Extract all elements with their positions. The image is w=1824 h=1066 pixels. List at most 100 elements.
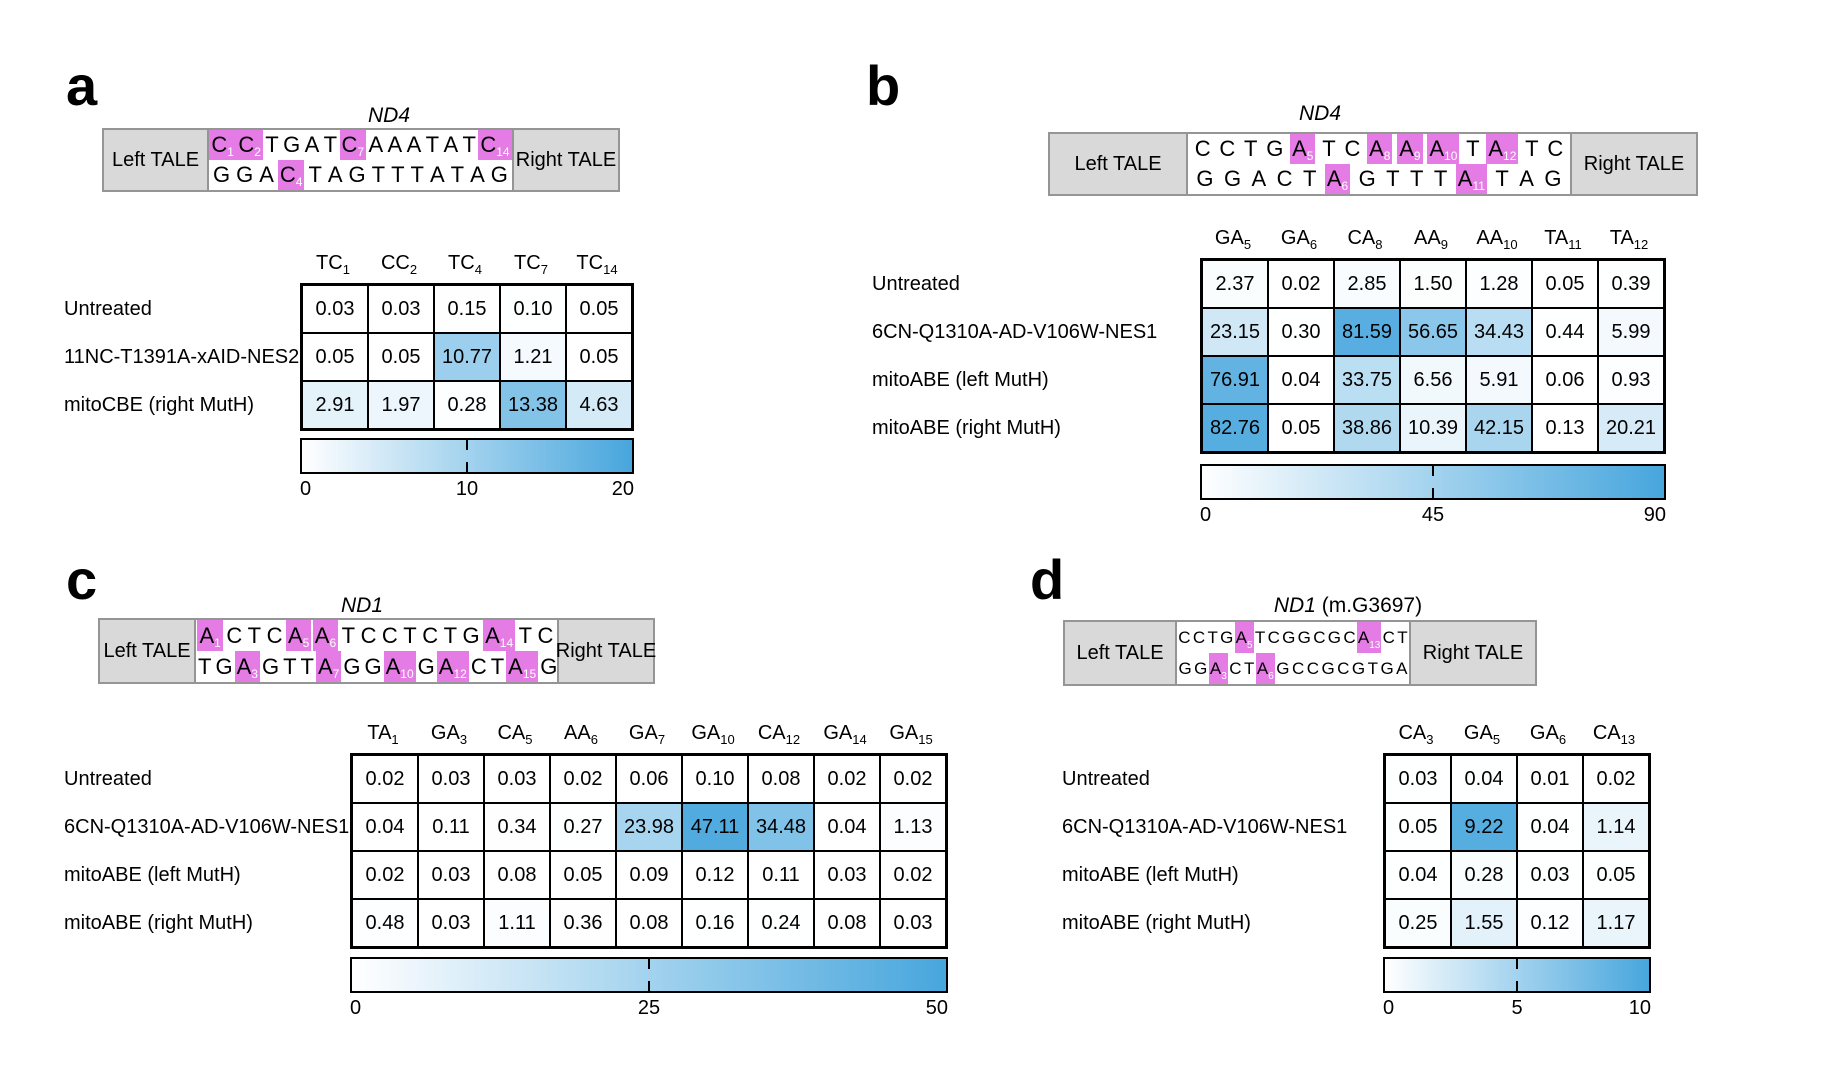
nucleotide-cell: A — [366, 130, 385, 160]
column-header-subscript: 12 — [1633, 237, 1649, 252]
heatmap-cell: 82.76 — [1202, 404, 1268, 452]
heatmap-cell: 0.05 — [302, 333, 368, 381]
nucleotide-cell: G — [538, 651, 559, 682]
row-labels: Untreated 6CN-Q1310A-AD-V106W-NES1 mitoABE… — [64, 755, 349, 947]
nucleotide-base: A — [1326, 166, 1342, 191]
heatmap-cell: 0.02 — [880, 755, 946, 803]
nucleotide-base: T — [391, 162, 405, 187]
nucleotide-cell: T — [1464, 134, 1481, 164]
colorbar-labels: 0 45 90 — [1200, 504, 1666, 527]
right-tale-box: Right TALE — [1409, 622, 1535, 684]
dna-strands: C C T G A 5 T C A 8 A 9 A 10 T A 12 T C G G A C T A 6 G T T T A 11 T A G — [1188, 134, 1570, 194]
nucleotide-base: C — [1178, 628, 1191, 647]
nucleotide-base: C — [480, 132, 497, 157]
heatmap-cell: 0.05 — [550, 851, 616, 899]
nucleotide-cell: C — [1306, 653, 1320, 684]
nucleotide-base: G — [364, 653, 382, 679]
left-tale-box: Left TALE — [104, 130, 209, 190]
nucleotide-cell: C — [1342, 134, 1362, 164]
nucleotide-subscript: 11 — [1472, 179, 1485, 193]
dna-strands: C 1 C 2 T G A T C 7 A A A T A T C 14 G G A C 4 T A G T T T A T A G — [209, 130, 512, 190]
nucleotide-base: C — [1229, 659, 1242, 678]
heatmap-cell: 4.63 — [566, 381, 632, 429]
nucleotide-cell: T — [196, 651, 213, 682]
nucleotide-cell: C — [1193, 134, 1213, 164]
nucleotide-cell: G — [1327, 622, 1342, 653]
heatmap-cell: 23.15 — [1202, 308, 1268, 356]
colorbar-label-mid: 5 — [1511, 997, 1523, 1019]
nucleotide-base: A — [1369, 136, 1384, 161]
nucleotide-cell-highlighted: A 10 — [383, 651, 416, 682]
column-header-subscript: 14 — [852, 732, 867, 747]
nucleotide-subscript: 3 — [1221, 671, 1227, 682]
heatmap-cell: 0.04 — [1451, 755, 1517, 803]
nucleotide-cell: T — [263, 130, 280, 160]
heatmap-grid: 0.02 0.03 0.03 0.02 0.06 0.10 0.08 0.02 0.02 0.04… — [350, 753, 948, 949]
column-header: TC1 — [300, 252, 366, 277]
heatmap-cell: 0.05 — [1268, 404, 1334, 452]
heatmap-cell: 0.93 — [1598, 356, 1664, 404]
nucleotide-base: C — [279, 162, 296, 187]
column-header-subscript: 10 — [720, 732, 735, 747]
heatmap-cell: 0.04 — [352, 803, 418, 851]
strand-top: C C T G A 5 T C A 8 A 9 A 10 T A 12 T C — [1188, 134, 1570, 164]
nucleotide-base: A — [1209, 659, 1222, 678]
column-header-subscript: 6 — [590, 732, 598, 747]
nucleotide-cell: T — [449, 160, 466, 190]
left-tale-box: Left TALE — [100, 620, 196, 682]
column-header-subscript: 7 — [657, 732, 666, 747]
heatmap-cell: 0.06 — [616, 755, 682, 803]
nucleotide-cell: T — [1408, 164, 1425, 194]
nucleotide-cell: C — [1342, 622, 1356, 653]
nucleotide-cell: G — [1297, 622, 1312, 653]
nucleotide-base: G — [1276, 659, 1290, 678]
heatmap-cell: 0.13 — [1532, 404, 1598, 452]
nucleotide-base: C — [1306, 659, 1319, 678]
column-header-subscript: 14 — [603, 262, 618, 277]
heatmap-cell: 1.21 — [500, 333, 566, 381]
nucleotide-base: C — [238, 132, 255, 157]
heatmap-cell: 0.02 — [880, 851, 946, 899]
nucleotide-base: T — [1525, 136, 1539, 161]
nucleotide-cell: C — [1275, 164, 1295, 194]
nucleotide-base: A — [1429, 136, 1445, 161]
nucleotide-cell: T — [1493, 164, 1510, 194]
nucleotide-cell: T — [1396, 622, 1408, 653]
nucleotide-base: A — [287, 622, 303, 648]
nucleotide-base: C — [341, 132, 358, 157]
column-header-subscript: 7 — [540, 262, 548, 277]
heatmap-cell: 0.03 — [418, 755, 484, 803]
heatmap-cell: 0.03 — [418, 851, 484, 899]
nucleotide-cell: G — [260, 651, 281, 682]
heatmap-cell: 0.10 — [500, 285, 566, 333]
nucleotide-base: G — [1282, 628, 1296, 647]
sequence-box-a: Left TALE C 1 C 2 T G A T C 7 A A A T A T C 14 G G A C 4 T A G T T T A… — [102, 128, 620, 192]
colorbar-labels: 0 5 10 — [1383, 997, 1651, 1020]
nucleotide-cell: C — [1382, 622, 1396, 653]
gene-name: ND4 — [367, 104, 411, 127]
colorbar-label-max: 20 — [611, 478, 634, 500]
heatmap-cell: 0.02 — [1583, 755, 1649, 803]
nucleotide-cell: T — [246, 620, 263, 651]
gene-title-c: ND1 — [341, 594, 383, 618]
colorbar-label-min: 0 — [350, 997, 362, 1019]
row-label: Untreated — [64, 767, 152, 790]
nucleotide-cell: T — [517, 620, 534, 651]
nucleotide-base: G — [1380, 659, 1394, 678]
nucleotide-base: T — [371, 162, 386, 187]
column-header: TC7 — [498, 252, 564, 277]
nucleotide-subscript: 7 — [332, 667, 340, 681]
colorbar-tick-top — [1516, 959, 1518, 969]
heatmap-grid: 2.37 0.02 2.85 1.50 1.28 0.05 0.39 23.15 0.30 81.… — [1200, 258, 1666, 454]
nucleotide-base: T — [410, 162, 424, 187]
nucleotide-base: A — [1256, 659, 1269, 678]
nucleotide-base: A — [443, 132, 459, 157]
nucleotide-cell: T — [281, 651, 298, 682]
